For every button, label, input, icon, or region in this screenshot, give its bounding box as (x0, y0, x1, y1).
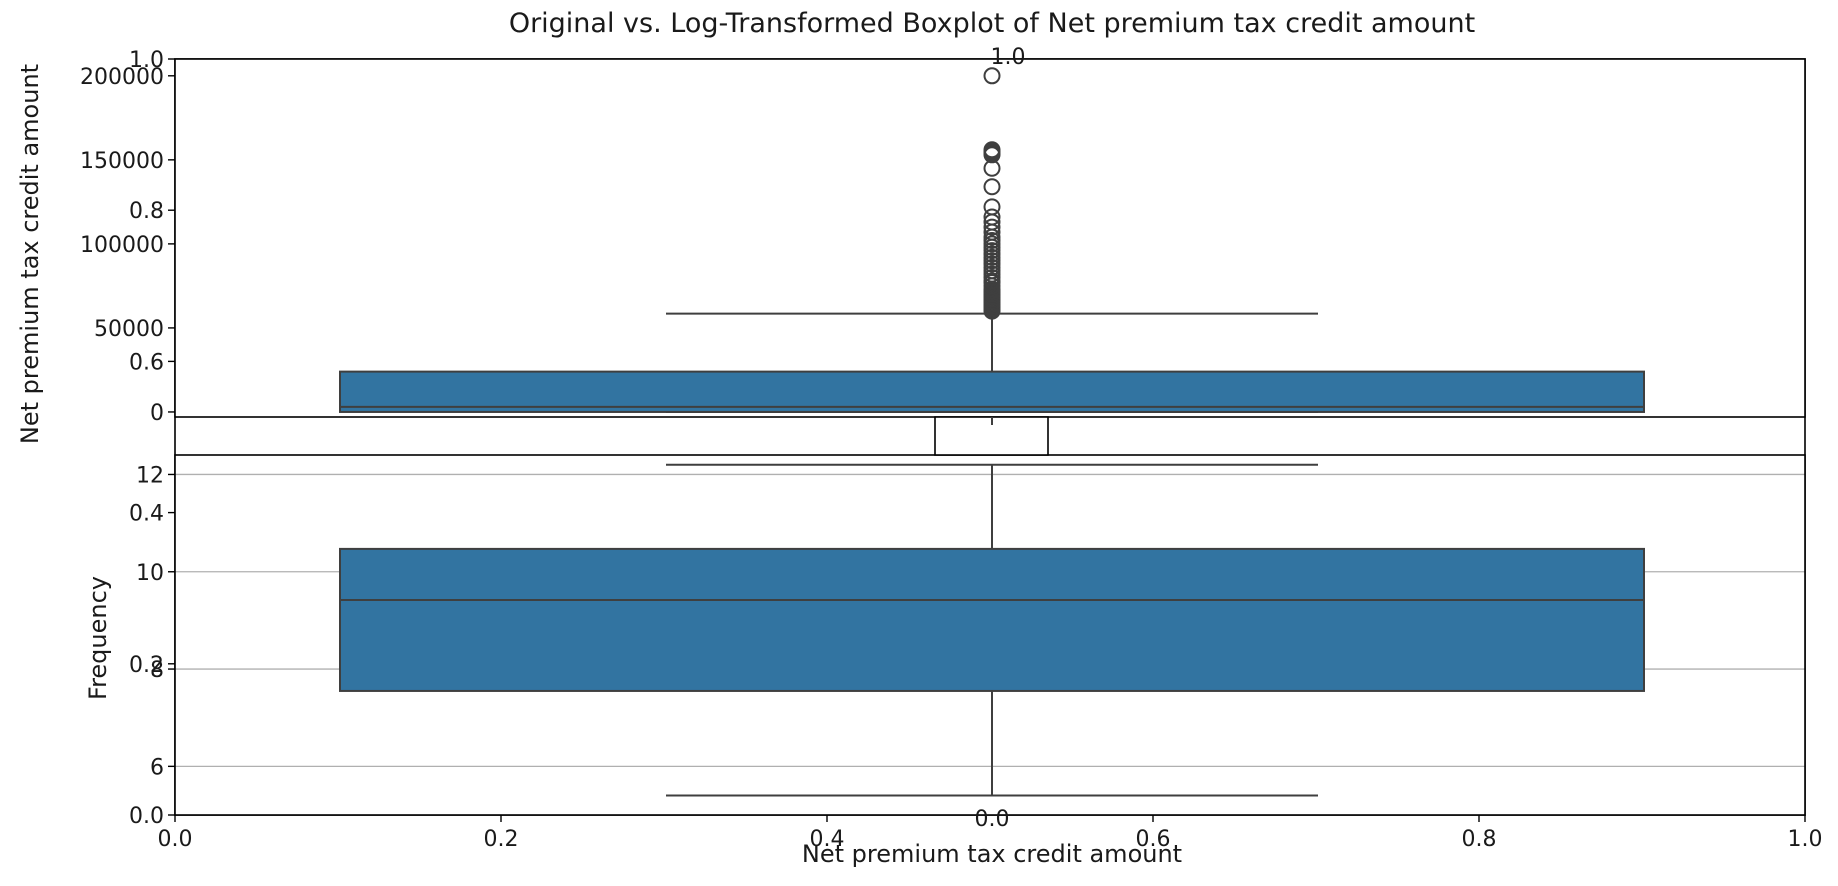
original-box (339, 370, 1645, 413)
original-y-tick-label: 200000 (80, 65, 164, 90)
x-axis-label: Net premium tax credit amount (802, 840, 1182, 868)
original-boxplot-panel: 0 50000 100000 150000 200000 (80, 58, 1806, 426)
original-plot-area (175, 59, 1805, 417)
bg-y-tick-label: 1.0 (129, 48, 164, 73)
original-outlier-point (983, 178, 1001, 196)
bg-y-tick-label: 0.2 (129, 653, 164, 678)
inset-top-tick-label: 1.0 (991, 45, 1026, 70)
bg-x-tick-label: 0.6 (1136, 827, 1171, 852)
log-y-tick-label: 8 (150, 658, 164, 683)
original-y-tick-label: 0 (150, 401, 164, 426)
original-outlier-point (983, 67, 1001, 85)
original-y-tick-label: 50000 (94, 317, 164, 342)
bg-x-tick-label: 0.0 (158, 827, 193, 852)
original-outlier-point (983, 208, 1001, 226)
bg-y-tick-label: 0.8 (129, 199, 164, 224)
bg-y-tick-label: 0.6 (129, 350, 164, 375)
frequency-y-axis-label: Frequency (84, 576, 112, 700)
bg-x-tick-label: 0.8 (1462, 827, 1497, 852)
inset-bottom-tick-label: 0.0 (975, 807, 1010, 832)
log-y-tick-label: 12 (136, 463, 164, 488)
bg-x-tick-label: 0.4 (810, 827, 845, 852)
inset-axes: 1.00.00.20.40.60.8 (934, 45, 1049, 832)
bg-y-tick-label: 0.0 (129, 804, 164, 829)
log-box (339, 547, 1645, 692)
original-y-tick-label: 150000 (80, 149, 164, 174)
bg-y-tick-label: 0.4 (129, 502, 164, 527)
bg-x-tick-label: 0.2 (484, 827, 519, 852)
log-boxplot-panel: 6 8 10 12 (136, 454, 1806, 816)
log-y-tick-label: 6 (150, 755, 164, 780)
log-y-tick-label: 10 (136, 561, 164, 586)
bg-x-tick-label: 1.0 (1788, 827, 1823, 852)
original-outlier-point (983, 141, 1001, 159)
original-outlier-point (983, 218, 1001, 236)
background-axes: 0.0 0.2 0.4 0.6 0.8 1.0 0.0 0.2 0.4 0.6 0.8 1.0 (129, 48, 1823, 852)
original-outlier-point (983, 198, 1001, 216)
original-y-axis-label: Net premium tax credit amount (16, 64, 44, 444)
original-y-tick-label: 100000 (80, 233, 164, 258)
chart-title: Original vs. Log-Transformed Boxplot of … (509, 8, 1475, 39)
